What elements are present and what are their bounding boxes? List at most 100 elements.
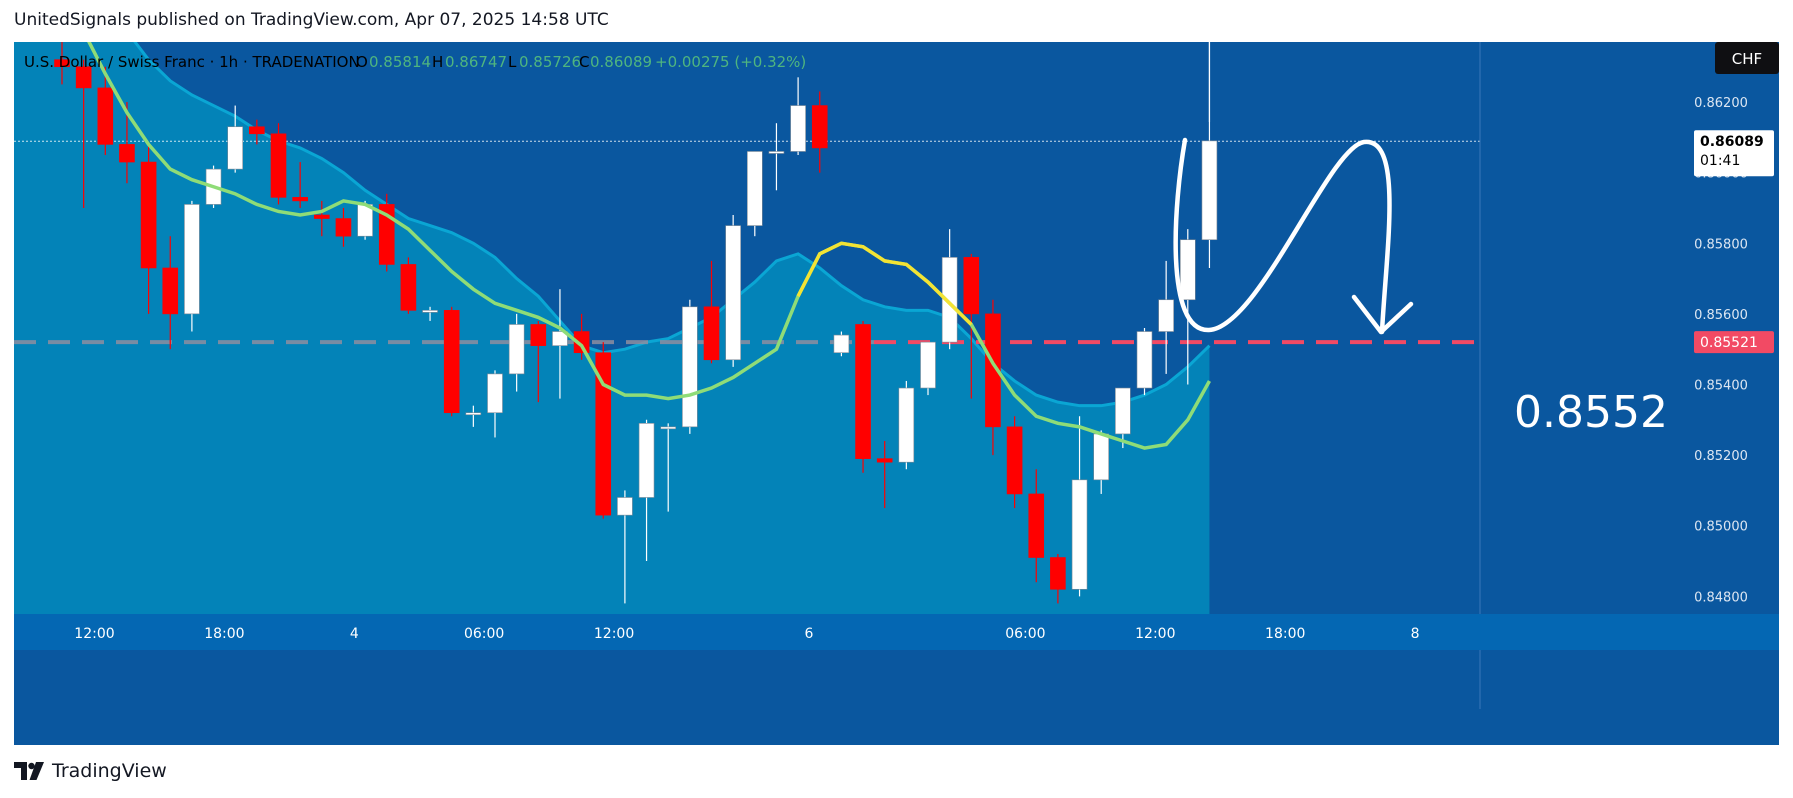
candle-body [443,310,460,414]
candle-body [1158,299,1174,332]
candles [54,38,1218,604]
candle-body [660,426,677,430]
time-tick-label: 8 [1411,626,1420,642]
candle-body [140,161,157,269]
moving-average [72,0,1211,450]
candle-body [335,218,352,237]
legend-change: +0.00275 (+0.32%) [655,53,806,71]
tradingview-brand: TradingView [52,760,167,782]
candle-body [746,151,763,226]
price-tick-label: 0.85600 [1694,308,1748,323]
drawing [1173,42,1414,335]
time-tick-label: 06:00 [1005,626,1045,642]
candle-body [963,257,980,315]
time-tick-label: 06:00 [464,626,504,642]
candle-body [119,144,135,163]
candle-body [292,197,308,202]
price-chart[interactable]: 0.862000.860000.858000.856000.854000.852… [14,0,1779,745]
level-tag-value: 0.85521 [1700,335,1758,351]
legend-c-value: 0.86089 [590,53,652,71]
time-axis-bg [14,614,1779,650]
candle-body [552,331,568,346]
candle-body [682,306,698,428]
candle-body [1201,140,1218,241]
candle-body [184,204,200,315]
legend-l-value: 0.85726 [519,53,581,71]
time-tick-label: 18:00 [1265,626,1305,642]
candle-body [833,334,850,354]
candle-body [465,412,482,416]
candle-body [97,87,114,145]
price-tick-label: 0.85000 [1694,520,1748,535]
candle-body [638,423,655,498]
legend-o-value: 0.85814 [369,53,431,71]
candle-body [573,331,590,354]
time-tick-label: 6 [804,626,813,642]
candle-body [1071,479,1088,590]
publish-info: UnitedSignals published on TradingView.c… [14,10,609,30]
last-price-countdown: 01:41 [1700,153,1740,169]
time-tick-label: 12:00 [74,626,114,642]
legend-c-label: C [579,53,589,71]
price-tick-label: 0.85800 [1694,237,1748,252]
candle-body [985,313,1001,428]
time-tick-label: 12:00 [594,626,634,642]
candle-body [249,126,265,135]
legend-symbol: U.S. Dollar / Swiss Franc · 1h · TRADENA… [24,53,360,71]
candle-body [162,267,179,315]
chart-area[interactable]: 0.862000.860000.858000.856000.854000.852… [14,0,1779,745]
target-annotation: 0.8552 [1514,387,1668,438]
last-price-tag: 0.86089 01:41 [1694,130,1774,177]
candle-body [227,126,243,170]
price-tick-label: 0.85400 [1694,378,1748,393]
currency-button[interactable]: CHF [1715,42,1779,74]
time-tick-label: 4 [350,626,359,642]
candle-body [400,264,417,311]
candle-body [422,310,438,313]
candle-body [790,105,806,152]
candle-body [54,59,70,68]
candle-body [768,151,785,154]
candle-body [1050,557,1066,590]
candle-body [357,204,373,237]
candle-body [1028,493,1045,558]
legend-h-value: 0.86747 [445,53,507,71]
ma-line [72,0,1211,450]
candle-body [898,387,915,463]
candle-body [75,66,92,89]
candle-body [595,352,612,516]
projection-curve [1173,137,1392,335]
projection-arrowhead [1351,294,1414,335]
price-tick-label: 0.85200 [1694,449,1748,464]
candle-body [270,133,287,198]
candle-body [920,341,936,389]
time-tick-label: 18:00 [204,626,244,642]
legend: U.S. Dollar / Swiss Franc · 1h · TRADENA… [24,53,806,71]
tradingview-logo-icon [14,762,44,780]
legend-l-label: L [508,53,517,71]
candle-body [703,306,720,361]
candle-body [508,324,525,375]
candle-body [725,225,741,361]
last-price-value: 0.86089 [1700,134,1764,150]
legend-o-label: O [356,53,368,71]
legend-h-label: H [432,53,443,71]
candle-body [1093,433,1109,481]
ma-line-bearish [796,241,973,326]
candle-body [1136,331,1153,389]
time-tick-label: 12:00 [1135,626,1175,642]
currency-label: CHF [1732,50,1762,68]
candle-body [313,214,330,219]
level-tag: 0.85521 [1694,331,1774,354]
candle-body [876,458,893,463]
candle-body [530,324,547,346]
candle-body [1006,426,1023,495]
candle-body [1180,239,1196,301]
candle-body [855,324,871,459]
time-axis[interactable]: 12:00 18:00 4 06:00 12:00 6 06:00 12:00 18:00 8 [14,614,1779,650]
candle-body [811,105,828,149]
price-tick-label: 0.84800 [1694,590,1748,605]
footer: TradingView [14,760,167,782]
candle-body [487,373,503,414]
candle-body [941,257,958,343]
